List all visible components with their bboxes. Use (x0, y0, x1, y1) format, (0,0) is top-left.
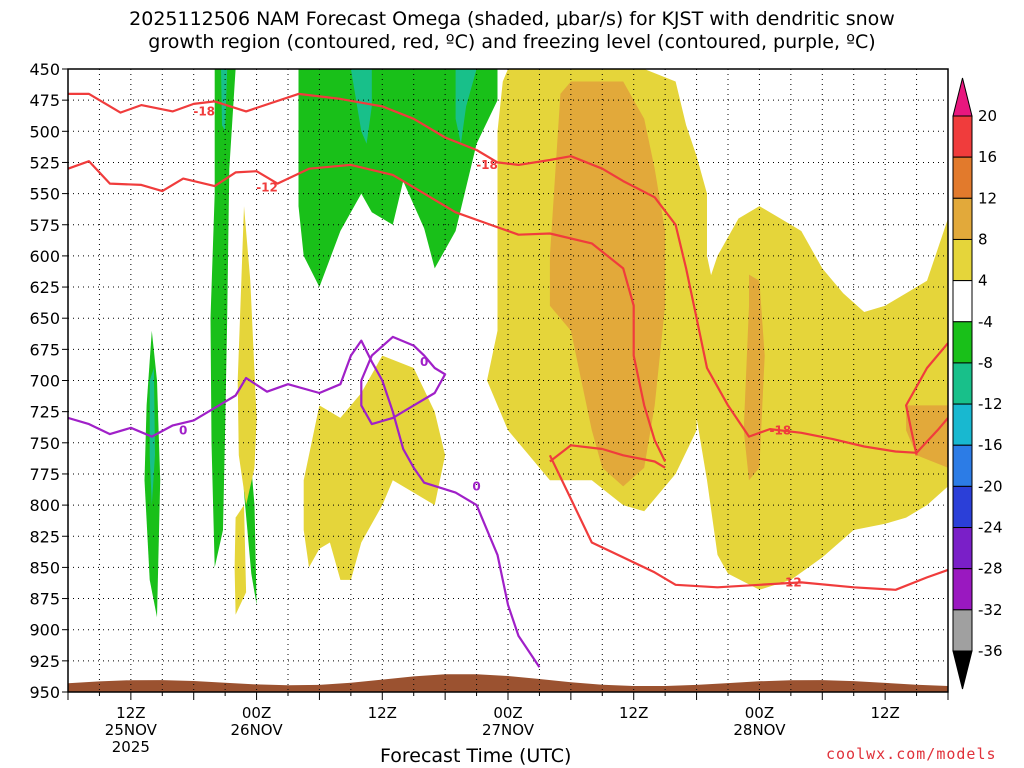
contour-dgz_-18_upper (68, 92, 948, 454)
colorbar-swatch-10 (952, 527, 973, 570)
colorbar-label--12: -12 (978, 395, 1003, 413)
y-tick-label-925: 925 (29, 652, 60, 671)
x-tick-label-2: 12Z (368, 704, 397, 722)
y-tick-label-675: 675 (29, 340, 60, 359)
colorbar-swatch-0 (952, 115, 973, 158)
colorbar-label--16: -16 (978, 436, 1003, 454)
colorbar-swatch-7 (952, 403, 973, 446)
y-tick-label-850: 850 (29, 558, 60, 577)
x-tick-label-1: 00Z (242, 704, 271, 722)
credit-link[interactable]: coolwx.com/models (826, 745, 997, 763)
contour-dgz_-12_upper (68, 160, 667, 462)
y-tick-label-900: 900 (29, 621, 60, 640)
x-tick-date-5: 28NOV (733, 721, 786, 739)
colorbar-label-8: 8 (978, 230, 988, 248)
contour-dgz_-18_lower (549, 444, 666, 469)
y-tick-label-950: 950 (29, 683, 60, 702)
y-tick-label-875: 875 (29, 590, 60, 609)
y-tick-label-650: 650 (29, 309, 60, 328)
y-tick-label-600: 600 (29, 247, 60, 266)
colorbar-swatch-4 (952, 280, 973, 323)
contour-label-2: -18 (770, 423, 792, 437)
colorbar-swatch-11 (952, 568, 973, 611)
colorbar-label--24: -24 (978, 519, 1003, 537)
x-tick-date-1: 26NOV (231, 721, 284, 739)
colorbar: 20 16 12 8 4 -4 -8 -12 -16 -20 -24 -28 -32 -36 (952, 77, 1003, 690)
colorbar-label-4: 4 (978, 272, 988, 290)
contour-dgz_-18_right (904, 342, 948, 456)
contour-label-7: 0 (472, 479, 480, 493)
terrain-ground (68, 674, 948, 692)
x-tick-year-0: 2025 (112, 738, 150, 756)
colorbar-label--8: -8 (978, 354, 993, 372)
contour-label-5: 0 (179, 423, 187, 437)
colorbar-label--28: -28 (978, 560, 1003, 578)
ground-profile (68, 674, 948, 692)
y-tick-label-450: 450 (29, 60, 60, 79)
colorbar-label--36: -36 (978, 642, 1003, 660)
chart-title: 2025112506 NAM Forecast Omega (shaded, μ… (129, 8, 895, 30)
colorbar-swatch-6 (952, 362, 973, 405)
y-tick-label-575: 575 (29, 216, 60, 235)
omega-region-descent-left-1 (234, 505, 247, 615)
contour-label-6: 0 (420, 355, 428, 369)
y-tick-label-825: 825 (29, 527, 60, 546)
colorbar-swatch-8 (952, 444, 973, 487)
colorbar-swatch-12 (952, 609, 973, 652)
y-tick-label-550: 550 (29, 185, 60, 204)
contours (68, 92, 948, 668)
y-tick-label-700: 700 (29, 372, 60, 391)
x-tick-label-5: 00Z (745, 704, 774, 722)
omega-region-ascent-core-1 (221, 69, 228, 132)
colorbar-label-16: 16 (978, 148, 997, 166)
y-tick-label-775: 775 (29, 465, 60, 484)
x-tick-label-6: 12Z (870, 704, 899, 722)
omega-region-descent-mid (303, 355, 446, 580)
colorbar-label--32: -32 (978, 601, 1003, 619)
omega-region-ascent-core-3b (455, 69, 477, 144)
chart-subtitle: growth region (contoured, red, ºC) and f… (148, 31, 876, 53)
y-tick-label-800: 800 (29, 496, 60, 515)
colorbar-label-20: 20 (978, 107, 997, 125)
x-tick-label-4: 12Z (619, 704, 648, 722)
x-tick-label-0: 12Z (116, 704, 145, 722)
colorbar-swatch-1 (952, 156, 973, 199)
omega-region-descent-strong-east (743, 274, 765, 481)
contour-label-1: -18 (476, 158, 498, 172)
contour-label-3: -12 (256, 180, 278, 194)
contour-dgz_-12_lower (548, 454, 948, 591)
y-tick-label-750: 750 (29, 434, 60, 453)
y-tick-label-500: 500 (29, 122, 60, 141)
y-axis: 450 475 500 525 550 575 600 625 650 675 700 725 750 7… (29, 60, 68, 702)
omega-region-descent-left-0 (237, 206, 257, 506)
contour-labels: -18 -18 -18 -12 -12 0 0 0 (179, 104, 802, 589)
omega-region-ascent-core-3 (350, 69, 372, 144)
y-tick-label-525: 525 (29, 153, 60, 172)
colorbar-label-12: 12 (978, 189, 997, 207)
y-tick-label-725: 725 (29, 403, 60, 422)
contour-label-4: -12 (780, 575, 802, 589)
colorbar-swatch-3 (952, 238, 973, 282)
contour-freezing_0_loop (360, 335, 447, 426)
colorbar-bottom-arrow (952, 650, 973, 690)
x-tick-label-3: 00Z (493, 704, 522, 722)
colorbar-swatch-5 (952, 321, 973, 364)
colorbar-label--20: -20 (978, 477, 1003, 495)
colorbar-label--4: -4 (978, 313, 993, 331)
x-axis-label: Forecast Time (UTC) (380, 745, 572, 767)
x-tick-date-3: 27NOV (482, 721, 535, 739)
x-tick-date-0: 25NOV (105, 721, 158, 739)
colorbar-swatch-9 (952, 485, 973, 529)
omega-region-descent-strong-core (549, 81, 666, 487)
colorbar-top-arrow (952, 77, 973, 117)
contour-freezing_0 (68, 339, 541, 668)
y-tick-label-475: 475 (29, 91, 60, 110)
colorbar-swatch-2 (952, 197, 973, 240)
contour-label-0: -18 (193, 104, 215, 118)
omega-shading (144, 69, 948, 618)
y-tick-label-625: 625 (29, 278, 60, 297)
